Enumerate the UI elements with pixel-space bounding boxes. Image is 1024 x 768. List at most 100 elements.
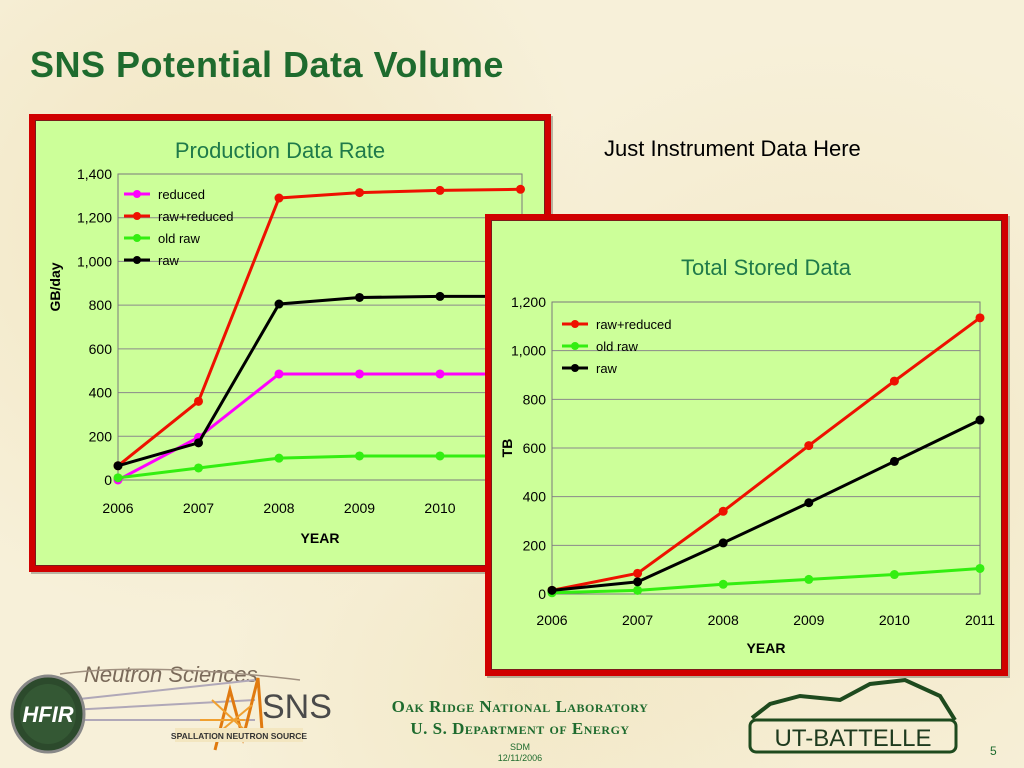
data-point [975,313,985,323]
data-point [194,438,203,448]
data-point [355,188,364,198]
data-point [804,441,814,451]
data-point [633,568,643,578]
legend-label: old raw [596,339,639,354]
total-stored-data-chart: Total Stored Data 0 200 400 600 800 1,000 1,200… [499,255,995,656]
x-tick-label: 2010 [879,612,910,628]
data-point [633,577,643,587]
series-line [117,187,521,467]
data-point [889,376,899,386]
page-number: 5 [990,744,997,758]
y-tick-label: 0 [104,472,112,488]
legend-marker [133,190,141,198]
department-name: U. S. Department of Energy [410,719,630,738]
footer-logos: Neutron Sciences HFIR SNS SPALLATION NEU… [10,662,958,754]
y-tick-label: 1,200 [77,210,112,226]
hfir-logo-text: HFIR [22,702,73,727]
legend-label: raw [596,361,618,376]
data-point [718,579,728,589]
data-point [274,369,284,379]
legend-label: reduced [158,187,205,202]
data-point [113,473,123,483]
y-tick-label: 1,000 [511,343,546,359]
production-data-rate-chart: Production Data Rate 0 200 400 600 800 1,000 1,… [47,138,525,546]
chart-production-data-rate-area: Production Data Rate 0 200 400 600 800 1,000 1,… [35,120,545,566]
legend-label: old raw [158,231,201,246]
ut-battelle-text: UT-BATTELLE [775,725,932,752]
x-tick-label: 2008 [263,500,294,516]
data-point [194,463,203,473]
chart-production-data-rate-frame: Production Data Rate 0 200 400 600 800 1,000 1,… [29,114,551,572]
data-point [435,451,445,461]
legend-marker [571,342,579,350]
data-point [435,291,445,301]
y-tick-label: 200 [523,537,547,553]
data-point [975,563,985,573]
series-line [117,372,521,482]
data-point [113,461,123,471]
y-tick-label: 400 [89,385,113,401]
sns-logo: SNS SPALLATION NEUTRON SOURCE [171,677,332,751]
y-tick-label: 1,000 [77,253,112,269]
y-tick-label: 0 [538,586,546,602]
legend-label: raw [158,253,180,268]
data-point [804,574,814,584]
x-axis-label: YEAR [747,640,786,656]
data-point [355,369,364,379]
legend-label: raw+reduced [158,209,234,224]
legend-marker [571,364,579,372]
legend-marker [571,320,579,328]
data-point [274,453,284,463]
org-name: Oak Ridge National Laboratory [391,697,649,716]
y-tick-label: 600 [523,440,547,456]
y-tick-label: 800 [523,391,547,407]
data-point [718,538,728,548]
legend-marker [133,234,141,242]
data-point [194,396,203,406]
data-point [355,451,364,461]
x-tick-label: 2006 [536,612,567,628]
data-point [355,292,364,302]
data-point [547,585,557,595]
series-line [551,566,981,595]
series-line [117,294,521,468]
hfir-logo: HFIR [10,674,86,754]
y-tick-label: 200 [89,428,113,444]
chart-total-stored-data-area: Total Stored Data 0 200 400 600 800 1,000 1,200… [491,220,1002,670]
legend-marker [133,212,141,220]
y-tick-label: 400 [523,489,547,505]
legend-marker [133,256,141,264]
data-point [804,498,814,508]
data-point [718,506,728,516]
data-point [633,585,643,595]
x-tick-label: 2006 [102,500,133,516]
y-tick-label: 1,200 [511,294,546,310]
ut-battelle-logo: UT-BATTELLE [748,677,958,754]
x-tick-label: 2007 [183,500,214,516]
plot-border [551,301,981,595]
series-line [117,454,521,480]
x-tick-label: 2009 [793,612,824,628]
series-line [551,418,981,592]
y-axis-label: TB [499,439,515,458]
series-line [551,316,981,592]
x-tick-label: 2008 [708,612,739,628]
legend-label: raw+reduced [596,317,672,332]
chart-total-stored-data-frame: Total Stored Data 0 200 400 600 800 1,000 1,200… [485,214,1008,676]
data-point [274,193,284,203]
sns-logo-text: SNS [262,688,332,726]
y-tick-label: 1,400 [77,166,112,182]
sns-logo-subtitle: SPALLATION NEUTRON SOURCE [171,731,307,741]
footer-sdm: SDM [510,742,530,752]
slide-note: Just Instrument Data Here [604,136,861,161]
data-point [889,570,899,580]
x-axis-label: YEAR [301,530,340,546]
slide-title: SNS Potential Data Volume [30,44,504,85]
chart-title: Total Stored Data [681,255,852,280]
x-tick-label: 2011 [965,612,995,628]
data-point [435,185,445,195]
data-point [274,299,284,309]
y-tick-label: 600 [89,341,113,357]
x-tick-label: 2010 [424,500,455,516]
x-tick-label: 2007 [622,612,653,628]
